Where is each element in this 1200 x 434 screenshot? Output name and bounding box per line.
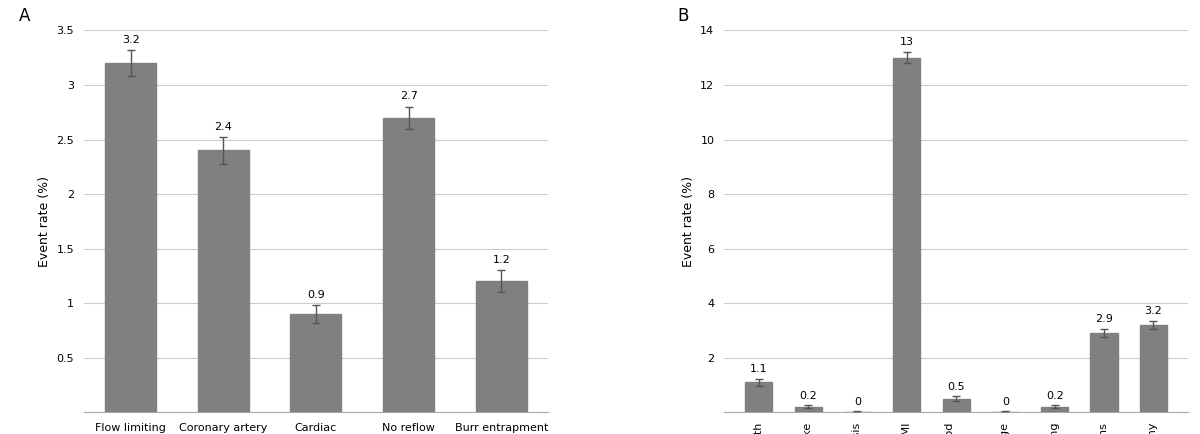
Text: 0.5: 0.5 [947,381,965,391]
Text: 2.4: 2.4 [215,122,232,132]
Text: 0.2: 0.2 [1046,391,1063,401]
Text: 13: 13 [900,37,913,47]
Text: 2.9: 2.9 [1096,314,1112,324]
Text: 0.2: 0.2 [799,391,817,401]
Bar [794,407,822,412]
Bar [383,118,434,412]
Text: 3.2: 3.2 [1145,306,1163,316]
Text: 2.7: 2.7 [400,91,418,101]
Bar [745,382,773,412]
Text: B: B [678,7,689,26]
Y-axis label: Event rate (%): Event rate (%) [682,176,695,267]
Text: 3.2: 3.2 [121,35,139,45]
Bar [198,151,248,412]
Text: 0.9: 0.9 [307,290,325,300]
Text: 0: 0 [1002,397,1009,407]
Bar [1140,325,1166,412]
Bar [476,281,527,412]
Text: 0: 0 [854,397,860,407]
Bar [942,399,970,412]
Bar [1091,333,1117,412]
Bar [893,58,920,412]
Y-axis label: Event rate (%): Event rate (%) [38,176,50,267]
Bar [1042,407,1068,412]
Text: A: A [19,7,30,26]
Bar [106,63,156,412]
Bar [290,314,342,412]
Text: 1.1: 1.1 [750,364,768,374]
Text: 1.2: 1.2 [492,255,510,265]
